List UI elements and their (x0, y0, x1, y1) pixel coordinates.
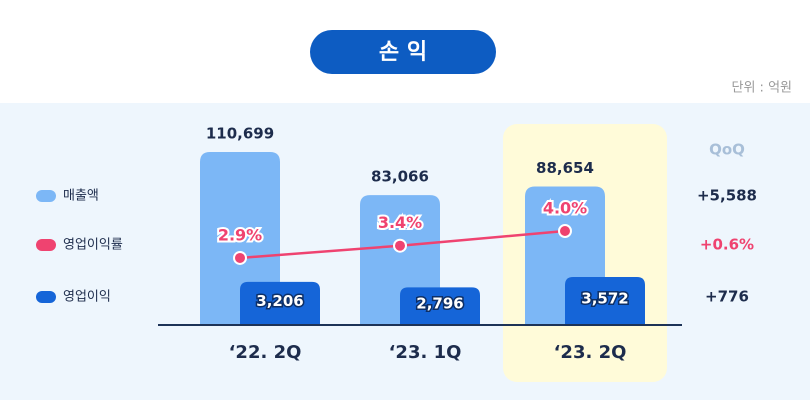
value-label: 2,796 (416, 295, 463, 313)
value-label: 3,206 (256, 292, 303, 310)
bar (565, 277, 645, 325)
bar (200, 152, 280, 325)
legend-swatch (36, 239, 56, 251)
x-tick-label: ‘22. 2Q (229, 342, 302, 363)
qoq-value: +5,588 (697, 187, 757, 205)
qoq-value: +776 (705, 288, 749, 306)
value-label: 110,699 (206, 125, 274, 143)
x-tick-label: ‘23. 1Q (389, 342, 462, 363)
value-label: 83,066 (371, 168, 429, 186)
line-point (558, 224, 572, 238)
x-tick-label: ‘23. 2Q (554, 342, 627, 363)
chart-title: 손 익 (379, 40, 427, 65)
legend-swatch (36, 190, 56, 202)
qoq-header: QoQ (709, 141, 745, 159)
value-label: 88,654 (536, 159, 594, 177)
legend-swatch (36, 291, 56, 303)
value-label: 3,572 (581, 290, 628, 308)
unit: 단위 : 억원 (732, 81, 793, 96)
qoq-value: +0.6% (700, 236, 754, 254)
legend-label: 영업이익 (63, 290, 111, 305)
legend-label: 영업이익률 (63, 238, 123, 253)
line-point (233, 250, 247, 265)
value-label: 4.0% (543, 199, 587, 218)
value-label: 2.9% (218, 225, 262, 244)
value-label: 3.4% (378, 213, 422, 232)
bar (240, 281, 320, 325)
line-point (393, 238, 407, 253)
title-pill (310, 30, 496, 74)
legend-label: 매출액 (63, 189, 99, 204)
bar (400, 287, 480, 325)
